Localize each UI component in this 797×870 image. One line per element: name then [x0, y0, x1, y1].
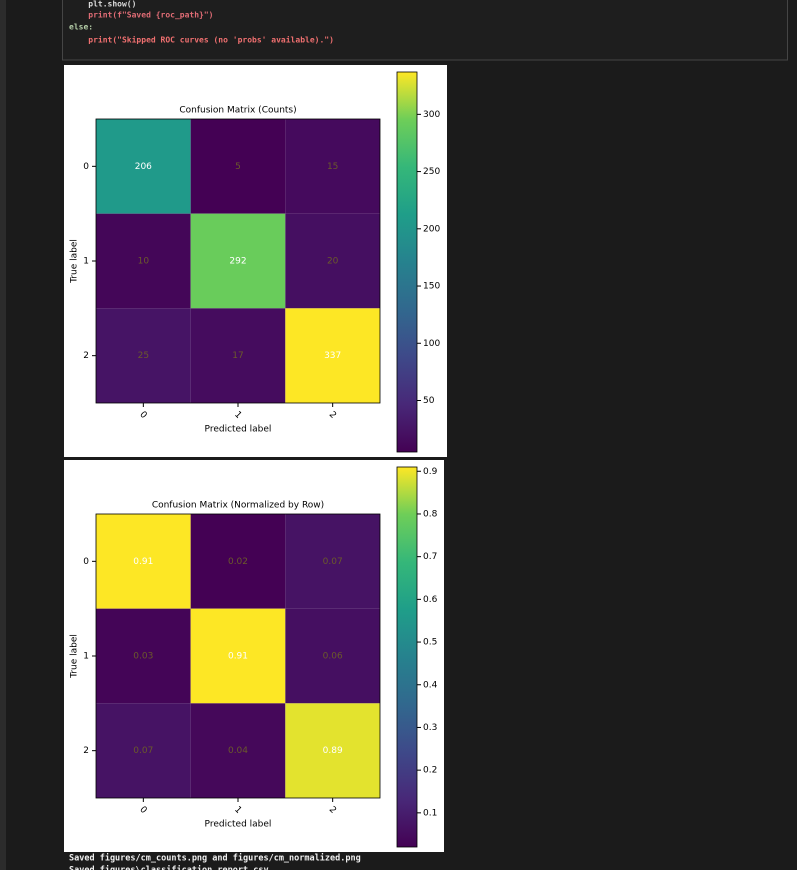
y-tick-label: 0 [83, 162, 89, 172]
x-axis-label: Predicted label [205, 820, 272, 830]
colorbar-tick-label: 0.7 [423, 552, 437, 562]
code-line: else: [69, 23, 93, 32]
colorbar-tick-label: 0.6 [423, 595, 438, 605]
heatmap-cell [190, 213, 286, 309]
cell-label: 0.91 [133, 557, 153, 567]
cell-label: 0.04 [228, 746, 248, 756]
heatmap-cell [190, 514, 286, 609]
x-tick-label: 0 [137, 805, 148, 816]
cell-label: 0.07 [323, 557, 343, 567]
chart-title: Confusion Matrix (Normalized by Row) [152, 501, 324, 511]
cell-label: 337 [324, 351, 341, 361]
cell-label: 20 [327, 257, 339, 267]
colorbar [396, 71, 418, 453]
colorbar-tick-label: 0.3 [423, 723, 437, 733]
y-tick-label: 0 [83, 557, 89, 567]
cell-label: 0.07 [133, 746, 153, 756]
y-axis-label: True label [70, 634, 80, 679]
cell-label: 0.91 [228, 652, 248, 662]
heatmap-cell [96, 608, 191, 704]
cell-label: 292 [229, 257, 246, 267]
x-tick-label: 2 [327, 410, 338, 421]
heatmap-cell [190, 703, 286, 798]
colorbar-tick-label: 50 [423, 396, 435, 406]
colorbar-tick-label: 0.1 [423, 808, 437, 818]
y-tick-label: 2 [83, 746, 89, 756]
cell-label: 0.02 [228, 557, 248, 567]
cell-label: 10 [138, 257, 150, 267]
cell-label: 0.89 [323, 746, 343, 756]
heatmap-cell [190, 308, 286, 403]
code-cell [62, 0, 788, 61]
colorbar-tick-label: 0.8 [423, 509, 438, 519]
cell-label: 0.06 [323, 652, 343, 662]
code-line: print(f"Saved {roc_path}") [69, 10, 214, 20]
cell-label: 17 [232, 351, 243, 361]
cell-label: 206 [135, 162, 152, 172]
heatmap-cell [285, 703, 380, 798]
heatmap-cell [96, 119, 191, 214]
heatmap-cell [285, 608, 380, 704]
colorbar-tick-label: 0.5 [423, 638, 437, 648]
colorbar [396, 466, 418, 848]
heatmap-cell [190, 608, 286, 704]
cell-label: 15 [327, 162, 338, 172]
gutter [0, 0, 6, 870]
output-line: Saved figures/cm_counts.png and figures/… [69, 853, 361, 864]
x-tick-label: 1 [232, 805, 243, 816]
heatmap-cell [96, 308, 191, 403]
colorbar-tick-label: 300 [423, 110, 440, 120]
heatmap-cell [285, 119, 380, 214]
x-axis-label: Predicted label [205, 425, 272, 435]
heatmap-cell [285, 213, 380, 309]
x-tick-label: 0 [137, 410, 148, 421]
y-tick-label: 1 [83, 652, 89, 662]
colorbar-tick-label: 0.4 [423, 680, 438, 690]
heatmap-cell [96, 213, 191, 309]
chart-title: Confusion Matrix (Counts) [179, 106, 296, 116]
heatmap-cell [96, 514, 191, 609]
cell-label: 25 [138, 351, 149, 361]
cell-label: 0.03 [133, 652, 153, 662]
cell-label: 5 [235, 162, 241, 172]
y-axis-label: True label [70, 239, 80, 284]
colorbar-tick-label: 100 [423, 339, 440, 349]
colorbar-tick-label: 250 [423, 167, 440, 177]
code-line: plt.show() [69, 0, 136, 9]
x-tick-label: 2 [327, 805, 338, 816]
y-tick-label: 2 [83, 351, 89, 361]
colorbar-tick-label: 200 [423, 224, 440, 234]
heatmap-cell [96, 703, 191, 798]
colorbar-tick-label: 150 [423, 282, 440, 292]
y-tick-label: 1 [83, 257, 89, 267]
heatmap-cell [190, 119, 286, 214]
heatmap-cell [285, 514, 380, 609]
colorbar-tick-label: 0.2 [423, 766, 437, 776]
output-line: Saved figures\classification_report.csv [69, 865, 269, 870]
colorbar-tick-label: 0.9 [423, 467, 438, 477]
x-tick-label: 1 [232, 410, 243, 421]
code-line: print("Skipped ROC curves (no 'probs' av… [69, 35, 334, 45]
heatmap-cell [285, 308, 380, 403]
